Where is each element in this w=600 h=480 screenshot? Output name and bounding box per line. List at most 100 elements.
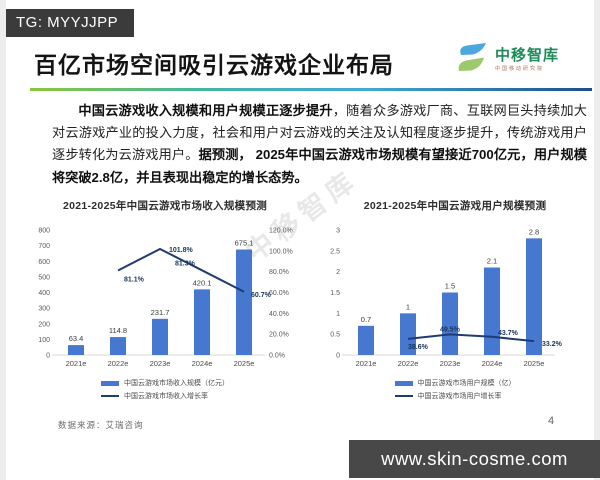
growth-label: 81.3%: [175, 260, 196, 267]
growth-label: 33.2%: [542, 341, 563, 348]
photo-edge-right: [594, 0, 600, 480]
zhongyi-zhiku-logo: 中移智库 中国移动研究院: [455, 42, 559, 78]
growth-label: 101.8%: [169, 247, 194, 254]
photo-edge-left: [0, 0, 6, 480]
bar-series-swatch: [101, 380, 119, 386]
summary-conclusion: 据预测， 2025年中国云游戏市场规模有望接近700亿元，用户规模将突破2.8亿…: [52, 147, 587, 185]
summary-middle: ，随着众多游戏厂商、互联网巨头持续加大对云游戏产业的投入力度，社会和用户对云游戏…: [52, 103, 587, 163]
data-source-note: 数据来源：艾瑞咨询: [58, 420, 144, 430]
tg-watermark-badge: TG: MYYJJPP: [6, 9, 135, 37]
revenue-chart: 2021-2025年中国云游戏市场收入规模预测 0 100 200 300 400 500…: [24, 198, 306, 401]
y-axis-tick: 1.5: [330, 290, 340, 297]
bar-value-label: 675.1: [235, 239, 254, 248]
y-axis-tick: 3: [336, 228, 340, 235]
bar-value-label: 63.4: [69, 334, 84, 343]
growth-line: [117, 247, 245, 293]
bar-2021e: [68, 345, 84, 355]
x-axis-tick: 2025e: [524, 359, 545, 368]
legend-label: 中国云游戏市场用户规模（亿）: [417, 380, 516, 387]
y-axis-tick: 100: [38, 337, 50, 344]
url-watermark: www.skin-cosme.com: [349, 440, 600, 478]
bar-2021e: [358, 325, 374, 355]
page-title: 百亿市场空间吸引云游戏企业布局: [34, 52, 394, 78]
revenue-chart-title: 2021-2025年中国云游戏市场收入规模预测: [62, 200, 268, 212]
x-axis-tick: 2023e: [440, 359, 461, 368]
revenue-chart-legend: 中国云游戏市场收入规模（亿元） 中国云游戏市场收入增长率: [101, 378, 229, 401]
growth-label: 38.6%: [408, 344, 429, 351]
legend-label: 中国云游戏市场收入规模（亿元）: [124, 380, 229, 387]
y2-axis-tick: 120.0%: [269, 228, 293, 235]
users-chart-legend: 中国云游戏市场用户规模（亿） 中国云游戏市场用户增长率: [394, 378, 516, 401]
line-series-swatch: [101, 395, 119, 397]
bar-value-label: 1.5: [445, 282, 455, 291]
logo-swoosh-icon: [455, 42, 489, 78]
x-axis-tick: 2022e: [398, 359, 419, 368]
bar-value-label: 2.8: [529, 227, 539, 236]
bar-value-label: 231.7: [151, 308, 170, 317]
revenue-chart-plot: 0 100 200 300 400 500 600 700 800 0.0% 20.0% 40.0% 6…: [38, 228, 293, 369]
y-axis-tick: 700: [38, 243, 50, 250]
x-axis-tick: 2021e: [66, 359, 87, 368]
bar-2025e: [236, 249, 252, 355]
users-chart-plot: 0 0.5 1 1.5 2 2.5 3 0.7 1 1.5 2.1 2.8 2021e 2022e 2023…: [330, 227, 563, 368]
legend-label: 中国云游戏市场收入增长率: [124, 393, 208, 400]
y-axis-tick: 200: [38, 321, 50, 328]
charts-section: 2021-2025年中国云游戏市场收入规模预测 0 100 200 300 400 500…: [24, 198, 596, 401]
y2-axis-tick: 20.0%: [269, 332, 289, 339]
bar-value-label: 114.8: [109, 326, 127, 335]
bar-value-label: 1: [406, 302, 410, 311]
growth-label: 81.1%: [124, 277, 145, 284]
y-axis-tick: 0: [46, 353, 50, 360]
y-axis-tick: 500: [38, 274, 50, 281]
legend-label: 中国云游戏市场用户增长率: [417, 393, 502, 400]
bar-2022e: [110, 337, 126, 355]
y-axis-tick: 0: [336, 353, 340, 360]
bar-value-label: 2.1: [487, 257, 497, 266]
x-axis-tick: 2025e: [234, 359, 255, 368]
y2-axis-tick: 0.0%: [269, 353, 285, 360]
bar-2024e: [484, 267, 500, 355]
x-axis-tick: 2024e: [192, 359, 213, 368]
y-axis-tick: 2: [336, 269, 340, 276]
bar-2023e: [152, 318, 168, 355]
x-axis-tick: 2023e: [150, 359, 171, 368]
legend-item: 中国云游戏市场收入规模（亿元）: [101, 378, 229, 388]
line-series-swatch: [394, 395, 413, 397]
summary-lead: 中国云游戏收入规模和用户规模正逐步提升: [78, 103, 333, 118]
summary-paragraph: 中国云游戏收入规模和用户规模正逐步提升，随着众多游戏厂商、互联网巨头持续加大对云…: [52, 100, 587, 189]
legend-item: 中国云游戏市场收入增长率: [101, 391, 208, 401]
bar-value-label: 0.7: [361, 315, 371, 324]
y-axis-tick: 0.5: [330, 332, 340, 339]
growth-line: [407, 333, 535, 343]
logo-name: 中移智库: [495, 47, 560, 64]
legend-item: 中国云游戏市场用户规模（亿）: [394, 378, 516, 388]
bar-2022e: [400, 313, 416, 355]
y-axis-tick: 300: [38, 306, 50, 313]
y-axis-tick: 600: [38, 259, 50, 266]
users-chart-title: 2021-2025年中国云游戏用户规模预测: [363, 200, 547, 212]
y2-axis-tick: 60.0%: [269, 290, 289, 297]
bar-value-label: 420.1: [193, 278, 212, 287]
y-axis-tick: 800: [38, 228, 50, 235]
bar-2024e: [194, 289, 210, 355]
growth-label: 60.7%: [251, 292, 272, 299]
growth-label: 43.7%: [498, 330, 519, 337]
bar-series-swatch: [394, 380, 413, 386]
users-chart: 2021-2025年中国云游戏用户规模预测 0 0.5 1 1.5 2 2.5 3 0.7 1 1…: [314, 198, 596, 401]
x-axis-tick: 2024e: [482, 359, 503, 368]
y-axis-tick: 400: [38, 290, 50, 297]
legend-item: 中国云游戏市场用户增长率: [394, 391, 502, 401]
growth-label: 49.5%: [440, 326, 461, 333]
y2-axis-tick: 100.0%: [269, 248, 293, 255]
bar-2025e: [526, 238, 542, 355]
header-divider: [30, 88, 592, 91]
x-axis-tick: 2021e: [356, 359, 377, 368]
logo-subtext: 中国移动研究院: [495, 65, 545, 72]
y2-axis-tick: 40.0%: [269, 311, 289, 318]
bar-2023e: [442, 292, 458, 355]
x-axis-tick: 2022e: [108, 359, 129, 368]
y-axis-tick: 2.5: [330, 248, 340, 255]
y-axis-tick: 1: [336, 311, 340, 318]
page-number: 4: [548, 415, 555, 427]
